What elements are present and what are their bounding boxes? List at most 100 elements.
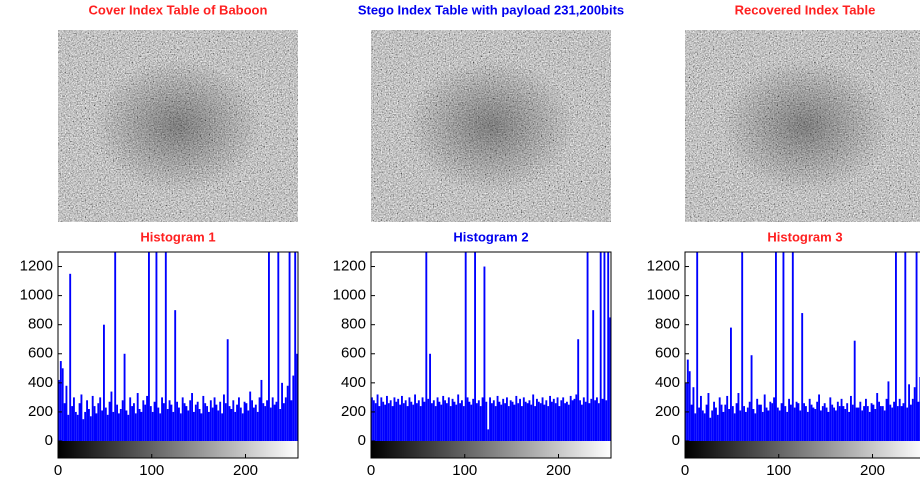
- bar: [594, 400, 596, 441]
- bar: [382, 401, 385, 441]
- bar: [491, 403, 493, 441]
- bar: [183, 403, 186, 441]
- bar: [451, 398, 454, 441]
- bar: [292, 375, 295, 441]
- bar: [380, 397, 383, 441]
- bar: [735, 403, 738, 441]
- bar: [902, 403, 905, 441]
- bar: [466, 397, 469, 441]
- bar: [461, 400, 463, 441]
- y-tick-label: 800: [341, 316, 366, 333]
- bar: [410, 401, 413, 441]
- bar: [429, 353, 431, 441]
- bar: [76, 414, 79, 441]
- bar: [142, 400, 145, 441]
- bar: [545, 400, 548, 441]
- bar: [119, 409, 122, 441]
- bar: [786, 411, 789, 441]
- bar: [254, 404, 257, 441]
- image-title: Recovered Index Table: [735, 2, 876, 17]
- bar: [423, 401, 426, 441]
- bar: [268, 252, 270, 441]
- bar: [393, 397, 396, 441]
- bar: [151, 411, 154, 441]
- bar: [138, 409, 141, 441]
- bar: [876, 393, 879, 441]
- bar: [181, 397, 184, 441]
- bar: [537, 401, 540, 441]
- y-tick-label: 800: [655, 316, 680, 333]
- bar: [504, 403, 506, 441]
- bar: [425, 252, 428, 441]
- x-tick-label: 100: [452, 462, 477, 479]
- chart-title: Histogram 1: [140, 229, 215, 244]
- bar: [825, 407, 828, 441]
- bar: [446, 403, 448, 441]
- bar: [447, 397, 450, 441]
- bar: [521, 406, 523, 441]
- bar: [416, 403, 418, 441]
- bar: [870, 403, 873, 441]
- bar: [895, 252, 897, 441]
- bar: [84, 411, 87, 441]
- y-tick-label: 600: [28, 345, 53, 362]
- y-tick-label: 800: [28, 316, 53, 333]
- bar: [104, 407, 107, 441]
- x-tick-label: 200: [860, 462, 885, 479]
- bar: [95, 413, 98, 441]
- bar: [511, 401, 514, 441]
- bar: [517, 403, 520, 441]
- bar: [519, 398, 521, 441]
- bar: [833, 407, 835, 441]
- bar: [703, 413, 706, 441]
- bar: [73, 397, 75, 441]
- bar: [185, 406, 188, 441]
- bar: [530, 404, 533, 441]
- bar: [716, 414, 719, 441]
- bar: [103, 324, 105, 441]
- bar: [457, 394, 460, 441]
- bar: [483, 266, 486, 441]
- bar: [750, 355, 753, 441]
- bar: [489, 397, 491, 441]
- bar: [596, 397, 598, 441]
- bar: [219, 401, 222, 441]
- bar: [607, 252, 610, 441]
- bar: [161, 397, 163, 441]
- bar: [277, 252, 280, 441]
- bar: [872, 404, 875, 441]
- bar: [492, 400, 495, 441]
- y-tick-label: 200: [28, 403, 53, 420]
- bar: [144, 404, 147, 441]
- bar: [65, 385, 68, 441]
- bar: [775, 252, 777, 441]
- y-tick-label: 1200: [333, 258, 366, 275]
- bar: [900, 406, 903, 441]
- bar: [223, 394, 225, 441]
- bar: [417, 400, 420, 441]
- bar: [251, 400, 253, 441]
- bar: [806, 411, 809, 441]
- bar: [790, 404, 792, 441]
- y-tick-label: 600: [341, 345, 366, 362]
- bar: [526, 403, 529, 441]
- bar: [881, 406, 884, 441]
- bar: [564, 403, 566, 441]
- bar: [69, 273, 72, 441]
- axes-box: [57, 251, 299, 459]
- bar: [112, 411, 115, 441]
- image-shade: [371, 30, 611, 222]
- bar: [281, 382, 283, 441]
- bar: [241, 413, 244, 441]
- bar: [264, 406, 267, 441]
- bar: [769, 401, 772, 441]
- bar: [603, 252, 606, 441]
- bar: [472, 398, 475, 441]
- bar: [208, 411, 210, 441]
- bar: [810, 404, 813, 441]
- bar: [715, 407, 717, 441]
- bar: [116, 404, 118, 441]
- bar: [243, 401, 246, 441]
- bar: [374, 403, 377, 441]
- bars: [58, 252, 298, 441]
